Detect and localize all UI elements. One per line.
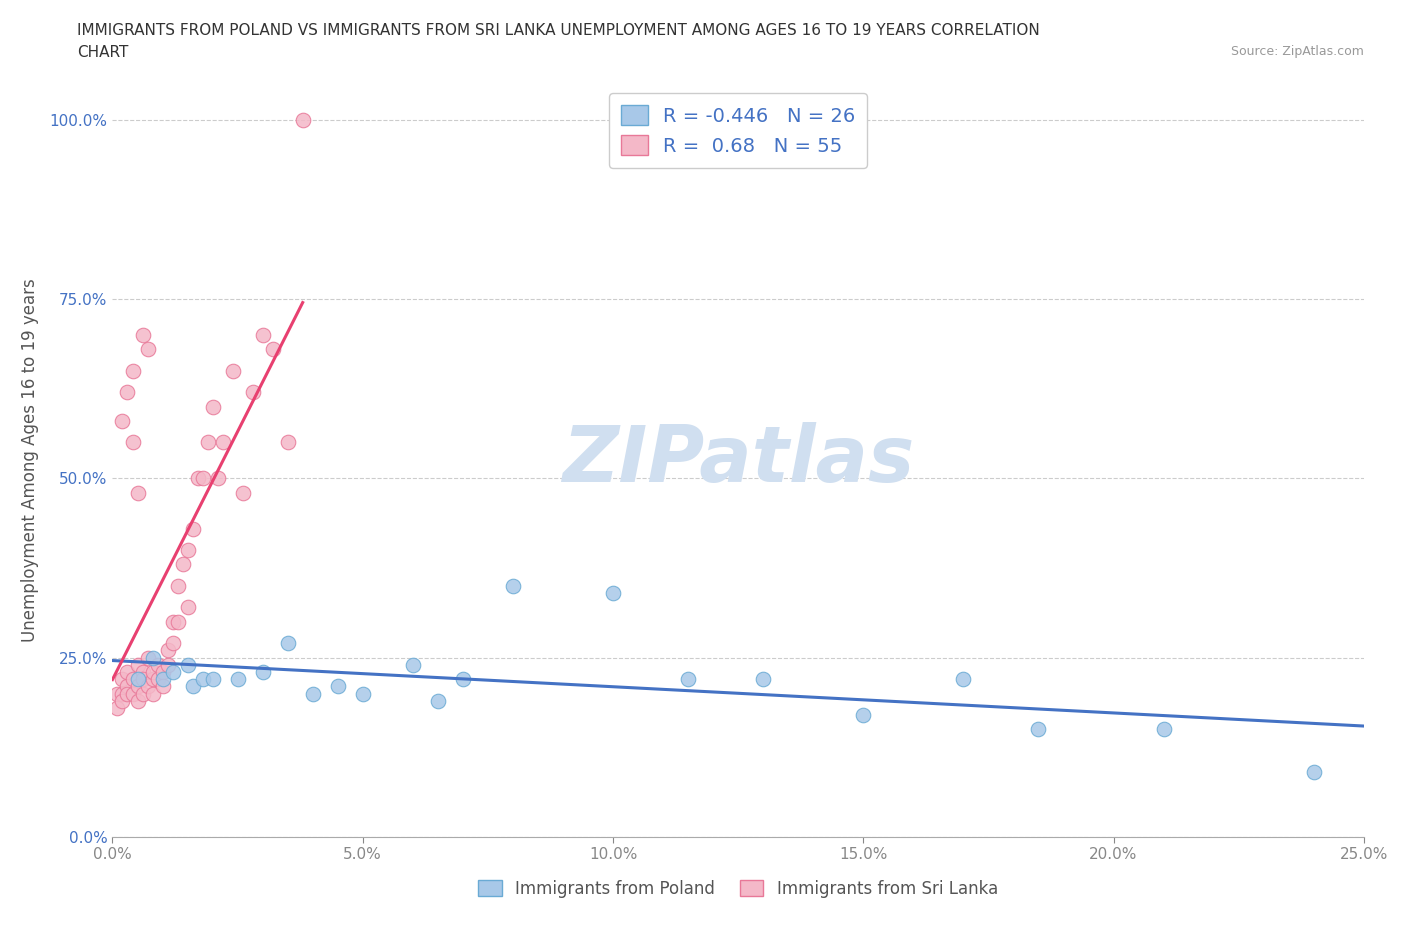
Legend: Immigrants from Poland, Immigrants from Sri Lanka: Immigrants from Poland, Immigrants from …	[472, 873, 1004, 905]
Point	[207, 471, 229, 485]
Point	[131, 686, 153, 701]
Point	[107, 700, 129, 715]
Point	[121, 686, 143, 701]
Text: Source: ZipAtlas.com: Source: ZipAtlas.com	[1230, 45, 1364, 58]
Point	[1153, 722, 1175, 737]
Point	[127, 671, 149, 686]
Point	[162, 615, 184, 630]
Point	[121, 364, 143, 379]
Point	[141, 665, 163, 680]
Point	[127, 485, 149, 500]
Point	[131, 671, 153, 686]
Point	[152, 671, 174, 686]
Point	[136, 650, 159, 665]
Point	[141, 650, 163, 665]
Point	[166, 578, 188, 593]
Point	[141, 671, 163, 686]
Point	[156, 643, 179, 658]
Point	[117, 665, 139, 680]
Point	[121, 671, 143, 686]
Text: ZIPatlas: ZIPatlas	[562, 422, 914, 498]
Point	[752, 671, 775, 686]
Point	[117, 679, 139, 694]
Y-axis label: Unemployment Among Ages 16 to 19 years: Unemployment Among Ages 16 to 19 years	[21, 278, 38, 643]
Point	[152, 665, 174, 680]
Point	[252, 665, 274, 680]
Point	[111, 693, 134, 708]
Point	[191, 671, 214, 686]
Point	[136, 341, 159, 356]
Point	[402, 658, 425, 672]
Point	[252, 327, 274, 342]
Point	[131, 665, 153, 680]
Point	[221, 364, 243, 379]
Point	[852, 708, 875, 723]
Point	[197, 435, 219, 450]
Point	[181, 521, 204, 536]
Point	[451, 671, 474, 686]
Point	[127, 693, 149, 708]
Point	[242, 385, 264, 400]
Point	[162, 665, 184, 680]
Point	[176, 658, 198, 672]
Point	[301, 686, 323, 701]
Point	[111, 414, 134, 429]
Text: IMMIGRANTS FROM POLAND VS IMMIGRANTS FROM SRI LANKA UNEMPLOYMENT AMONG AGES 16 T: IMMIGRANTS FROM POLAND VS IMMIGRANTS FRO…	[77, 23, 1040, 38]
Point	[326, 679, 349, 694]
Point	[1302, 765, 1324, 780]
Point	[201, 399, 224, 414]
Point	[602, 586, 624, 601]
Point	[121, 435, 143, 450]
Point	[211, 435, 233, 450]
Point	[176, 542, 198, 557]
Point	[232, 485, 254, 500]
Point	[176, 600, 198, 615]
Point	[146, 671, 169, 686]
Point	[127, 679, 149, 694]
Point	[201, 671, 224, 686]
Point	[676, 671, 699, 686]
Text: CHART: CHART	[77, 45, 129, 60]
Point	[127, 658, 149, 672]
Point	[191, 471, 214, 485]
Point	[107, 686, 129, 701]
Point	[262, 341, 284, 356]
Point	[352, 686, 374, 701]
Point	[502, 578, 524, 593]
Point	[187, 471, 209, 485]
Point	[131, 327, 153, 342]
Point	[141, 686, 163, 701]
Point	[146, 658, 169, 672]
Point	[162, 636, 184, 651]
Point	[1028, 722, 1050, 737]
Point	[426, 693, 449, 708]
Point	[172, 557, 194, 572]
Point	[952, 671, 974, 686]
Point	[291, 113, 314, 127]
Point	[117, 385, 139, 400]
Point	[156, 658, 179, 672]
Point	[226, 671, 249, 686]
Point	[152, 679, 174, 694]
Point	[117, 686, 139, 701]
Point	[136, 679, 159, 694]
Point	[111, 671, 134, 686]
Point	[166, 615, 188, 630]
Point	[277, 435, 299, 450]
Point	[277, 636, 299, 651]
Point	[111, 686, 134, 701]
Point	[181, 679, 204, 694]
